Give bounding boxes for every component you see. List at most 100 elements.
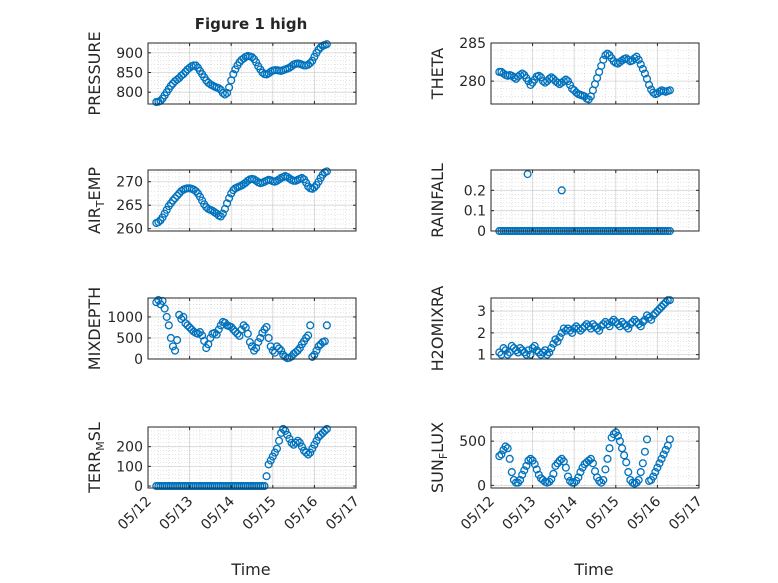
subplot-1: 800 850 900 PRESSURE	[85, 31, 357, 116]
data-point	[497, 450, 506, 459]
data-point	[302, 333, 311, 343]
data-point	[193, 329, 202, 338]
y-tick-label: 500	[116, 331, 143, 347]
data-point	[287, 352, 296, 361]
data-point	[555, 456, 564, 465]
marker-group	[152, 40, 331, 107]
data-point	[285, 434, 294, 443]
data-point	[613, 431, 622, 440]
y-tick-label: 100	[116, 459, 143, 475]
data-point	[312, 436, 321, 445]
data-point	[549, 469, 558, 478]
axes-box	[490, 42, 700, 105]
data-point	[266, 456, 275, 465]
data-point	[645, 80, 654, 89]
data-point	[638, 317, 647, 327]
data-point	[272, 444, 282, 453]
data-point	[555, 333, 564, 342]
data-point	[245, 338, 254, 347]
data-point	[630, 315, 639, 324]
data-point	[609, 430, 618, 439]
data-point	[588, 320, 597, 329]
axes-box	[147, 169, 357, 232]
data-point	[505, 454, 514, 463]
data-point	[175, 310, 184, 319]
data-point	[291, 348, 300, 357]
data-point	[304, 331, 313, 340]
y-axis-label-part: T	[94, 200, 107, 208]
data-point	[605, 444, 614, 453]
marker-group	[152, 424, 331, 491]
data-point	[586, 454, 595, 463]
data-point	[495, 452, 504, 461]
data-point	[559, 77, 568, 86]
data-point	[640, 69, 649, 78]
data-point	[507, 468, 516, 477]
data-point	[316, 43, 325, 52]
data-point	[518, 470, 527, 479]
data-point	[177, 314, 186, 324]
data-point	[214, 84, 223, 93]
data-point	[528, 344, 537, 353]
data-point	[264, 460, 273, 469]
data-point	[601, 465, 610, 474]
data-point	[524, 456, 533, 465]
data-point	[310, 440, 319, 449]
data-point	[565, 326, 575, 335]
data-point	[168, 342, 178, 351]
marker-group	[152, 296, 331, 363]
data-point	[599, 55, 608, 64]
data-point	[615, 437, 625, 446]
data-point	[306, 59, 315, 68]
data-point	[518, 69, 527, 78]
subplot-4: 0 0.1 0.2 RAINFALL	[428, 163, 700, 240]
data-point	[526, 454, 535, 463]
subplot-2: 280 285 THETA	[428, 36, 700, 105]
subplot-6: 1 2 3 H2OMIXRA	[428, 286, 700, 371]
data-point	[636, 322, 645, 331]
data-point	[634, 55, 643, 64]
data-point	[279, 424, 288, 434]
data-point	[179, 70, 188, 79]
data-point	[588, 459, 597, 468]
y-axis-label: RAINFALL	[428, 163, 447, 238]
data-point	[320, 426, 329, 435]
y-tick-label: 3	[477, 304, 486, 320]
data-point	[551, 335, 560, 344]
data-point	[665, 86, 674, 95]
data-point	[270, 448, 279, 457]
data-point	[218, 88, 227, 98]
axes-box	[147, 42, 357, 105]
data-point	[503, 350, 512, 359]
data-point	[164, 321, 173, 330]
y-tick-label: 0.1	[464, 204, 486, 220]
axes-box	[147, 426, 357, 489]
data-point	[214, 325, 223, 334]
data-point	[308, 444, 317, 453]
data-point	[651, 468, 660, 477]
data-point	[665, 296, 674, 305]
y-axis-label-part: M	[94, 441, 107, 451]
y-tick-label: 2	[477, 326, 486, 342]
y-tick-label: 0	[134, 479, 143, 495]
data-point	[168, 196, 178, 205]
data-point	[620, 451, 629, 460]
data-point	[647, 315, 656, 324]
data-point	[516, 475, 525, 485]
data-point	[617, 444, 627, 453]
data-point	[291, 438, 300, 447]
data-point	[622, 458, 631, 467]
y-axis-label-part: SUN	[428, 459, 447, 493]
y-axis-label: SUNFLUX	[428, 422, 450, 493]
data-point	[310, 183, 319, 192]
data-point	[183, 321, 192, 330]
data-point	[636, 468, 645, 477]
data-point	[624, 468, 633, 477]
data-point	[225, 83, 234, 92]
data-point	[173, 336, 182, 345]
data-point	[638, 64, 647, 73]
data-point	[576, 468, 585, 477]
data-point	[247, 342, 257, 351]
